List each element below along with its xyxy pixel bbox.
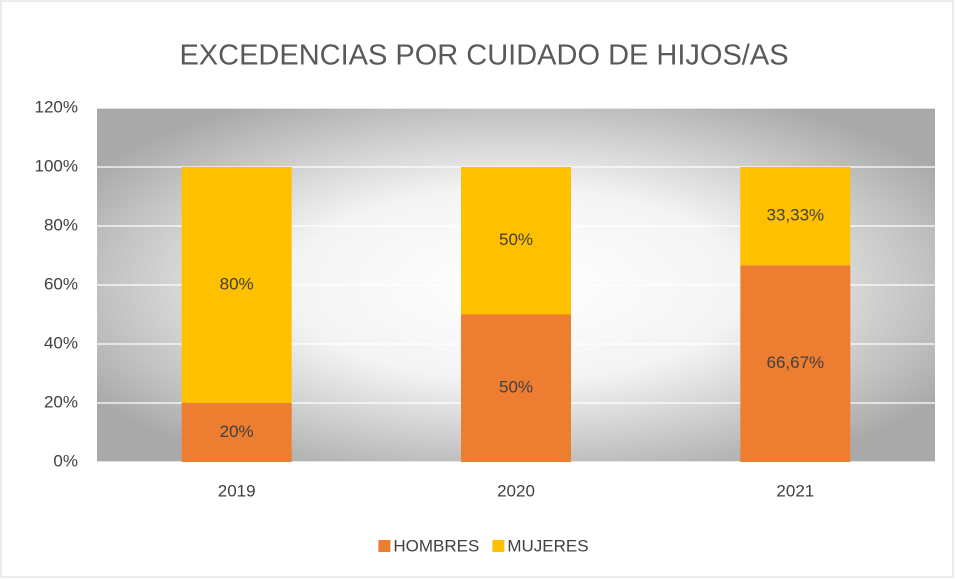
y-tick-label: 60% xyxy=(44,274,78,293)
legend-swatch xyxy=(378,540,391,552)
bar-segment xyxy=(461,167,571,315)
data-label: 20% xyxy=(220,422,254,441)
y-tick-label: 40% xyxy=(44,333,78,352)
data-label: 33,33% xyxy=(766,206,824,225)
bar-segment xyxy=(181,403,292,462)
data-label: 66,67% xyxy=(766,353,824,372)
x-tick-label: 2019 xyxy=(218,481,256,500)
legend-label: HOMBRES xyxy=(393,536,479,555)
bar-segment xyxy=(740,167,851,266)
chart-title: EXCEDENCIAS POR CUIDADO DE HIJOS/AS xyxy=(179,40,788,72)
y-tick-label: 0% xyxy=(53,451,78,470)
y-tick-label: 80% xyxy=(44,215,78,234)
legend-label: MUJERES xyxy=(507,536,588,555)
data-label: 80% xyxy=(220,274,254,293)
y-tick-label: 120% xyxy=(35,97,78,116)
y-tick-label: 100% xyxy=(35,156,78,175)
x-tick-label: 2020 xyxy=(497,481,535,500)
bar-segment xyxy=(740,265,851,462)
bar-segment xyxy=(181,167,292,403)
legend-swatch xyxy=(492,540,505,552)
x-tick-label: 2021 xyxy=(776,481,814,500)
y-tick-label: 20% xyxy=(44,392,78,411)
bar-segment xyxy=(461,314,571,462)
data-label: 50% xyxy=(499,230,533,249)
data-label: 50% xyxy=(499,378,533,397)
